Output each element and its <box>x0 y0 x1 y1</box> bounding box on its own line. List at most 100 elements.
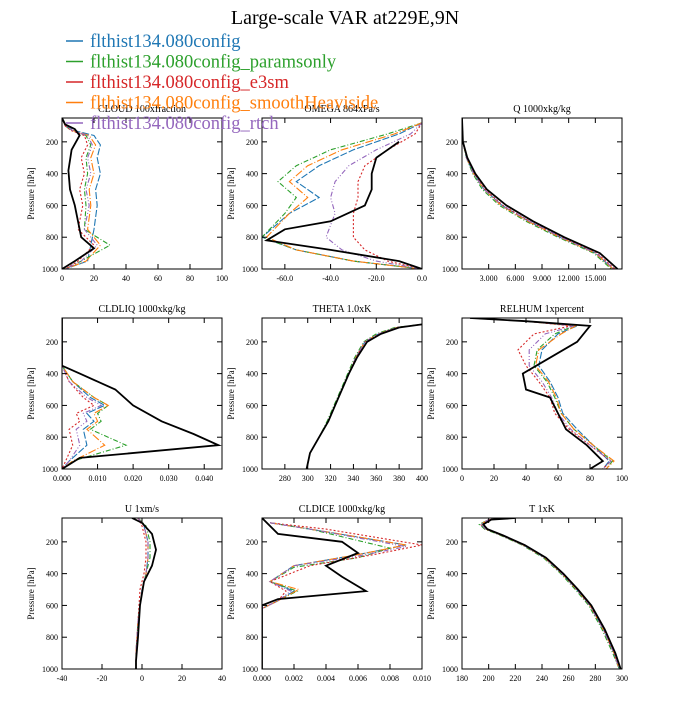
series-line-flthist134-080config-paramsonly <box>462 118 612 269</box>
series-group <box>131 518 157 669</box>
x-tick-label: -60.0 <box>277 274 294 283</box>
y-tick-label: 400 <box>446 170 458 179</box>
x-tick-label: 320 <box>325 474 337 483</box>
series-line-obs <box>469 318 605 469</box>
series-line-flthist134-080config-rtch <box>262 522 407 669</box>
y-tick-label: 600 <box>446 601 458 610</box>
x-tick-label: 400 <box>416 474 428 483</box>
y-tick-label: 600 <box>246 601 258 610</box>
panel-title: T 1xK <box>529 504 555 515</box>
y-tick-label: 1000 <box>242 265 258 274</box>
series-line-flthist134-080config-paramsonly <box>262 522 393 669</box>
series-group <box>462 118 619 269</box>
y-tick-label: 800 <box>246 633 258 642</box>
y-tick-label: 800 <box>446 233 458 242</box>
series-line-flthist134-080config-e3sm <box>352 122 422 269</box>
x-tick-label: -40.0 <box>322 274 339 283</box>
plot-frame <box>461 317 623 470</box>
y-tick-label: 400 <box>446 570 458 579</box>
x-tick-label: 20 <box>178 674 186 683</box>
legend-entry: flthist134.080config <box>90 32 241 52</box>
series-line-flthist134-080config-rtch <box>479 518 620 669</box>
y-tick-label: 200 <box>46 538 58 547</box>
x-tick-label: 0 <box>460 474 464 483</box>
y-tick-label: 1000 <box>442 665 458 674</box>
series-group <box>62 318 222 469</box>
plot-frame <box>261 517 423 670</box>
series-line-flthist134-080config-paramsonly <box>62 318 128 469</box>
y-tick-label: 800 <box>46 233 58 242</box>
y-tick-label: 200 <box>246 138 258 147</box>
x-tick-label: 0.008 <box>381 674 399 683</box>
y-tick-label: 400 <box>246 370 258 379</box>
panel-title: THETA 1.0xK <box>313 304 372 315</box>
plot-frame <box>461 517 623 670</box>
y-tick-label: 400 <box>246 170 258 179</box>
x-tick-label: 360 <box>370 474 382 483</box>
series-line-obs <box>481 518 622 669</box>
x-tick-label: 0 <box>60 274 64 283</box>
panel-1: OMEGA 864xPa/s 200 400 600 800 1000 -60.0 -40.0… <box>226 104 427 283</box>
series-line-flthist134-080config-rtch <box>62 318 103 469</box>
series-group <box>262 122 422 269</box>
legend: flthist134.080configflthist134.080config… <box>66 32 378 134</box>
legend-entry: flthist134.080config_rtch <box>90 114 279 134</box>
x-tick-label: 280 <box>279 474 291 483</box>
y-axis-label: Pressure [hPa] <box>426 167 436 219</box>
y-tick-label: 1000 <box>42 265 58 274</box>
y-tick-label: 1000 <box>442 265 458 274</box>
series-line-flthist134-080config <box>479 518 620 669</box>
x-tick-label: 240 <box>536 674 548 683</box>
x-tick-label: 0.010 <box>413 674 431 683</box>
y-tick-label: 200 <box>246 538 258 547</box>
x-tick-label: 300 <box>616 674 628 683</box>
y-tick-label: 200 <box>446 338 458 347</box>
y-tick-label: 800 <box>246 433 258 442</box>
legend-entry: flthist134.080config_e3sm <box>90 73 289 93</box>
plot-frame <box>61 117 223 270</box>
x-tick-label: 180 <box>456 674 468 683</box>
y-tick-label: 800 <box>246 233 258 242</box>
y-axis-label: Pressure [hPa] <box>26 567 36 619</box>
x-tick-label: 80 <box>186 274 194 283</box>
y-tick-label: 800 <box>46 633 58 642</box>
x-tick-label: -20.0 <box>368 274 385 283</box>
x-tick-label: 280 <box>589 674 601 683</box>
series-line-flthist134-080config-rtch <box>62 118 98 269</box>
x-tick-label: 0.020 <box>124 474 142 483</box>
series-line-obs <box>131 518 157 669</box>
series-line-flthist134-080config-smoothheaviside <box>265 122 422 269</box>
y-tick-label: 1000 <box>242 665 258 674</box>
x-tick-label: -40 <box>57 674 68 683</box>
panel-title: OMEGA 864xPa/s <box>304 104 379 115</box>
legend-entry: flthist134.080config_smoothHeaviside <box>90 94 378 114</box>
y-axis-label: Pressure [hPa] <box>226 367 236 419</box>
y-tick-label: 600 <box>46 201 58 210</box>
legend-entry: flthist134.080config_paramsonly <box>90 53 337 73</box>
series-line-obs <box>305 323 422 469</box>
x-tick-label: 40 <box>522 474 530 483</box>
y-axis-label: Pressure [hPa] <box>226 567 236 619</box>
x-tick-label: 20 <box>490 474 498 483</box>
series-group <box>305 323 422 469</box>
panel-title: CLDLIQ 1000xkg/kg <box>99 304 186 315</box>
x-tick-label: 20 <box>90 274 98 283</box>
y-tick-label: 200 <box>46 138 58 147</box>
series-line-flthist134-080config <box>262 122 422 269</box>
x-tick-label: 220 <box>509 674 521 683</box>
panel-2: Q 1000xkg/kg 200 400 600 800 1000 3.000 6.000 9.… <box>426 104 623 283</box>
series-line-obs <box>262 518 369 669</box>
y-tick-label: 600 <box>246 201 258 210</box>
x-tick-label: 0.006 <box>349 674 367 683</box>
x-tick-label: 15.000 <box>584 274 606 283</box>
y-axis-label: Pressure [hPa] <box>426 567 436 619</box>
x-tick-label: 200 <box>483 674 495 683</box>
y-axis-label: Pressure [hPa] <box>426 367 436 419</box>
x-tick-label: 0.010 <box>89 474 107 483</box>
series-line-flthist134-080config-paramsonly <box>478 518 620 669</box>
panel-4: THETA 1.0xK 200 400 600 800 1000 280 300 320 340 3… <box>226 304 428 483</box>
x-tick-label: 9.000 <box>533 274 551 283</box>
